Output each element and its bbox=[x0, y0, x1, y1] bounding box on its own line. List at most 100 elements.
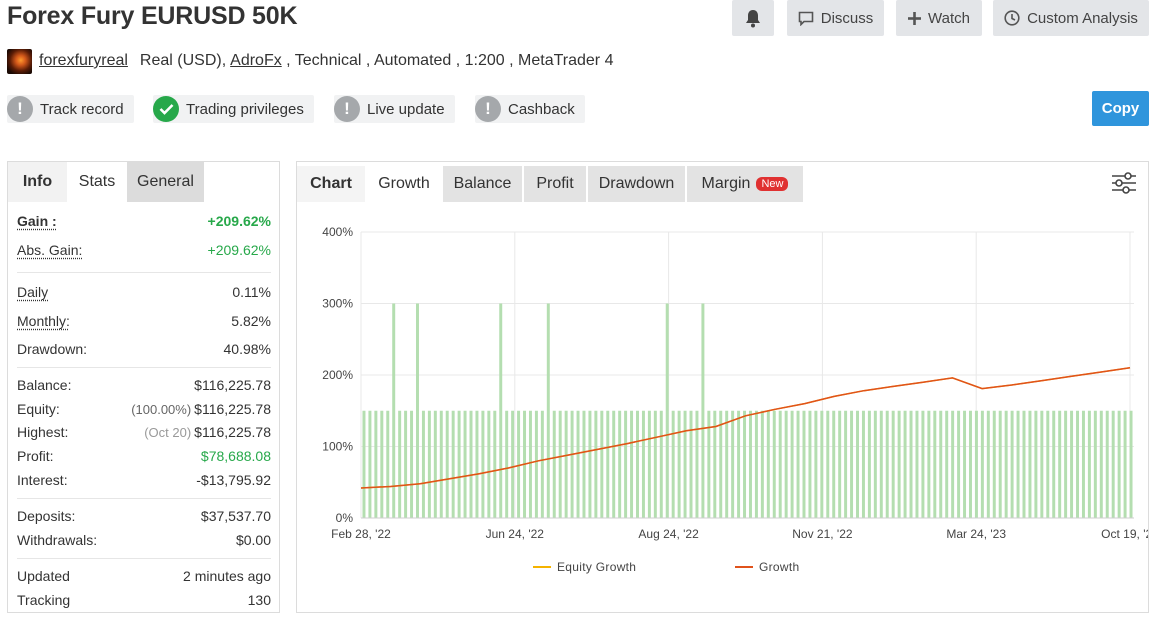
chart-tabs: Chart Growth Balance Profit Drawdown Mar… bbox=[297, 166, 805, 202]
stat-label: Updated bbox=[17, 568, 70, 584]
stat-tracking: Tracking 130 bbox=[17, 590, 271, 610]
chart-bar bbox=[743, 410, 747, 518]
stat-value: +209.62% bbox=[207, 242, 271, 258]
exclamation-icon: ! bbox=[334, 96, 360, 122]
watch-button[interactable]: Watch bbox=[896, 0, 982, 36]
chart-bar bbox=[493, 410, 497, 518]
tab-margin[interactable]: Margin New bbox=[687, 166, 803, 202]
badge-trading-privileges[interactable]: Trading privileges bbox=[153, 95, 314, 123]
tab-drawdown[interactable]: Drawdown bbox=[588, 166, 685, 202]
tab-profit[interactable]: Profit bbox=[524, 166, 586, 202]
tab-info[interactable]: Info bbox=[8, 162, 67, 202]
chart-bar bbox=[766, 410, 770, 518]
chart-bar bbox=[528, 410, 532, 518]
badge-track-record[interactable]: ! Track record bbox=[7, 95, 134, 123]
chart-bar bbox=[410, 410, 414, 518]
y-tick-label: 300% bbox=[322, 297, 353, 311]
chart-bar bbox=[427, 410, 431, 518]
growth-chart[interactable]: 0% 100% 200% 300% 400% Feb 28, '22 Jun 24, '22… bbox=[297, 207, 1148, 552]
chart-bar bbox=[909, 410, 913, 518]
stat-drawdown: Drawdown: 40.98% bbox=[17, 339, 271, 359]
stat-label[interactable]: Abs. Gain: bbox=[17, 242, 83, 258]
chart-bar bbox=[540, 410, 544, 518]
account-details: , Technical , Automated , 1:200 , MetaTr… bbox=[281, 52, 614, 69]
chart-bar bbox=[475, 410, 479, 518]
y-tick-label: 100% bbox=[322, 440, 353, 454]
chart-bar bbox=[1064, 410, 1068, 518]
username-link[interactable]: forexfuryreal bbox=[39, 52, 128, 69]
stat-balance: Balance: $116,225.78 bbox=[17, 375, 271, 395]
notifications-button[interactable] bbox=[732, 0, 774, 36]
tab-general[interactable]: General bbox=[127, 162, 204, 202]
stat-value: 5.82% bbox=[231, 313, 271, 329]
legend-swatch bbox=[735, 566, 753, 568]
stat-value: $116,225.78 bbox=[194, 424, 271, 440]
chart-bar bbox=[546, 303, 550, 518]
chart-bar bbox=[784, 410, 788, 518]
stat-label: Withdrawals: bbox=[17, 532, 98, 548]
chart-bar bbox=[921, 410, 925, 518]
x-tick-label: Jun 24, '22 bbox=[486, 527, 545, 541]
chart-bar bbox=[641, 410, 645, 518]
chart-bar bbox=[808, 410, 812, 518]
chart-bar bbox=[957, 410, 961, 518]
stat-deposits: Deposits: $37,537.70 bbox=[17, 506, 271, 526]
custom-analysis-label: Custom Analysis bbox=[1027, 9, 1138, 27]
stat-label[interactable]: Monthly: bbox=[17, 313, 70, 329]
chart-bar bbox=[754, 410, 758, 518]
tab-growth[interactable]: Growth bbox=[367, 166, 441, 202]
chart-bar bbox=[1129, 410, 1133, 518]
copy-button[interactable]: Copy bbox=[1092, 91, 1149, 126]
chart-bar bbox=[844, 410, 848, 518]
badge-label: Live update bbox=[367, 100, 445, 118]
legend-growth[interactable]: Growth bbox=[735, 560, 799, 574]
custom-analysis-button[interactable]: Custom Analysis bbox=[993, 0, 1149, 36]
divider bbox=[17, 272, 271, 273]
discuss-label: Discuss bbox=[820, 9, 874, 27]
stat-value: $0.00 bbox=[235, 532, 271, 548]
stat-daily: Daily 0.11% bbox=[17, 282, 271, 302]
y-tick-label: 200% bbox=[322, 368, 353, 382]
settings-sliders-icon[interactable] bbox=[1111, 171, 1137, 195]
stat-label: Interest: bbox=[17, 472, 68, 488]
broker-link[interactable]: AdroFx bbox=[230, 52, 282, 69]
chat-icon bbox=[798, 11, 814, 26]
account-type: Real (USD), bbox=[139, 52, 227, 69]
chart-bar bbox=[1040, 410, 1044, 518]
chart-bar bbox=[695, 410, 699, 518]
badge-live-update[interactable]: ! Live update bbox=[334, 95, 455, 123]
stat-gain: Gain : +209.62% bbox=[17, 211, 271, 231]
chart-bar bbox=[451, 410, 455, 518]
discuss-button[interactable]: Discuss bbox=[787, 0, 884, 36]
chart-bar bbox=[600, 410, 604, 518]
chart-bar bbox=[748, 410, 752, 518]
chart-bar bbox=[386, 410, 390, 518]
stat-label[interactable]: Daily bbox=[17, 284, 49, 300]
page-title: Forex Fury EURUSD 50K bbox=[7, 2, 298, 30]
tab-balance[interactable]: Balance bbox=[443, 166, 522, 202]
x-tick-label: Nov 21, '22 bbox=[792, 527, 853, 541]
chart-bar bbox=[731, 410, 735, 518]
chart-bar bbox=[737, 410, 741, 518]
chart-bar bbox=[630, 410, 634, 518]
chart-bar bbox=[457, 410, 461, 518]
chart-bar bbox=[790, 410, 794, 518]
new-badge: New bbox=[756, 177, 789, 191]
stat-label[interactable]: Gain : bbox=[17, 213, 57, 229]
chart-bar bbox=[1070, 410, 1074, 518]
chart-bar bbox=[606, 410, 610, 518]
tab-stats[interactable]: Stats bbox=[67, 162, 127, 202]
chart-bar bbox=[1010, 410, 1014, 518]
chart-bar bbox=[719, 410, 723, 518]
chart-bar bbox=[398, 410, 402, 518]
chart-bar bbox=[701, 303, 705, 518]
avatar[interactable] bbox=[7, 48, 32, 74]
legend-equity-growth[interactable]: Equity Growth bbox=[533, 560, 636, 574]
chart-bar bbox=[433, 410, 437, 518]
chart-panel: Chart Growth Balance Profit Drawdown Mar… bbox=[296, 161, 1149, 613]
bell-icon bbox=[746, 9, 760, 27]
badge-cashback[interactable]: ! Cashback bbox=[475, 95, 585, 123]
chart-bar bbox=[469, 410, 473, 518]
exclamation-icon: ! bbox=[7, 96, 33, 122]
chart-bar bbox=[796, 410, 800, 518]
